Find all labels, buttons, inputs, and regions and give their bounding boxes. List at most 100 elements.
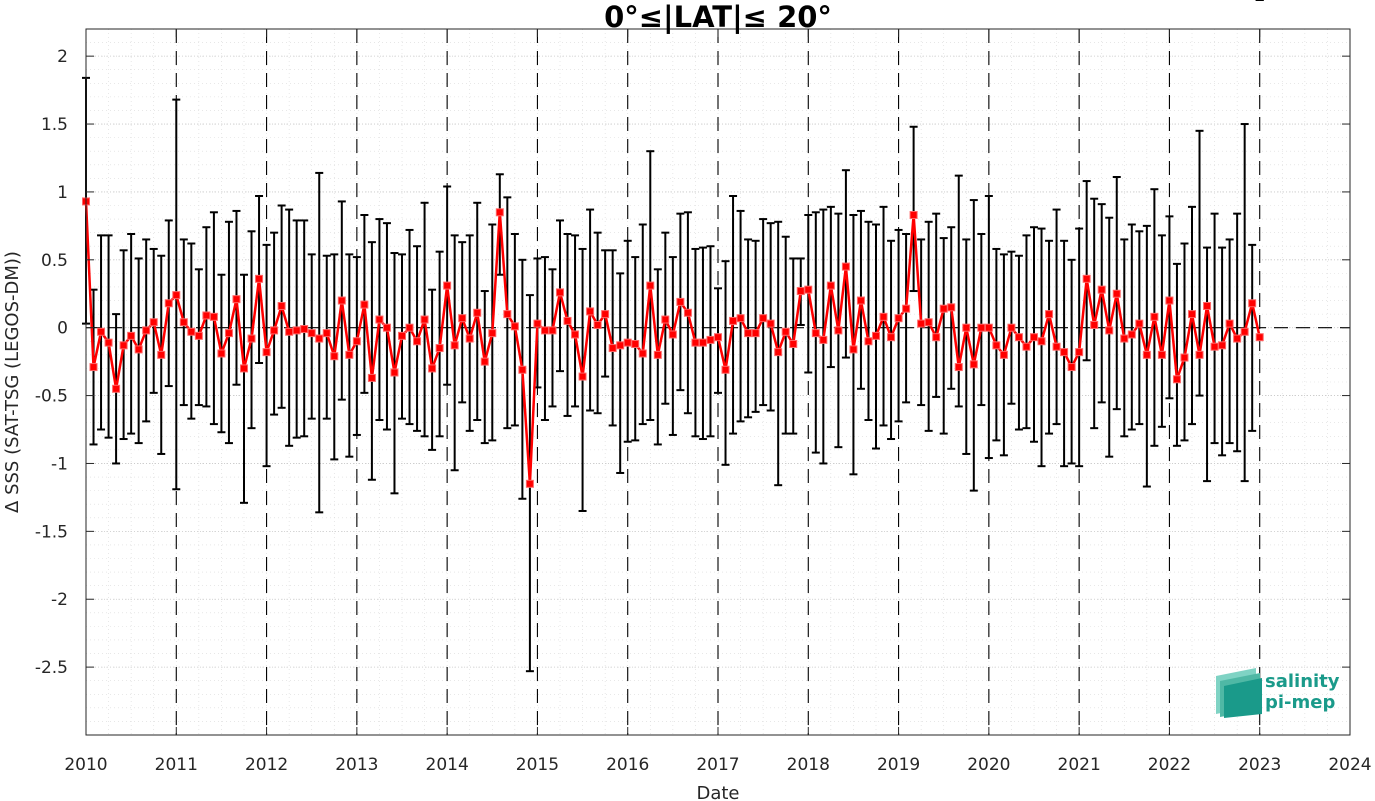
x-tick-label: 2011 <box>155 755 198 775</box>
data-point-marker <box>367 373 376 382</box>
x-tick-label: 2012 <box>245 755 288 775</box>
data-point-marker <box>676 297 685 306</box>
data-point-marker <box>1030 333 1038 342</box>
data-point-marker <box>224 329 233 338</box>
data-point-marker <box>661 315 670 324</box>
data-point-marker <box>977 323 986 332</box>
data-point-marker <box>1195 350 1204 359</box>
data-point-marker <box>112 384 121 393</box>
data-point-marker <box>1210 342 1219 351</box>
chart-title: 0°≤|LAT|≤ 20° <box>604 0 832 34</box>
data-point-marker <box>255 274 264 283</box>
data-point-marker <box>548 326 557 335</box>
x-tick-label: 2023 <box>1238 755 1281 775</box>
data-point-marker <box>232 295 241 304</box>
data-point-marker <box>194 331 203 340</box>
data-point-marker <box>608 344 617 353</box>
salinity-pi-mep-logo: salinity pi-mep <box>1216 668 1340 718</box>
y-tick-label: 1.5 <box>41 115 68 135</box>
data-point-marker <box>1233 334 1242 343</box>
data-point-marker <box>1150 312 1159 321</box>
data-point-marker <box>691 338 700 347</box>
x-tick-label: 2013 <box>335 755 378 775</box>
data-point-marker <box>149 318 158 327</box>
data-point-marker <box>172 291 181 300</box>
x-tick-label: 2015 <box>516 755 559 775</box>
data-point-marker <box>480 357 489 366</box>
data-point-marker <box>954 363 963 372</box>
data-point-marker <box>751 329 760 338</box>
data-point-marker <box>999 350 1008 359</box>
data-point-marker <box>1120 334 1129 343</box>
data-point-marker <box>759 314 768 323</box>
data-point-marker <box>352 337 361 346</box>
data-point-marker <box>849 345 858 354</box>
data-point-marker <box>292 326 301 335</box>
data-point-marker <box>1172 375 1181 384</box>
x-tick-label: 2018 <box>787 755 830 775</box>
data-point-marker <box>217 349 226 358</box>
data-point-marker <box>525 479 534 488</box>
data-point-marker <box>97 327 106 336</box>
data-point-marker <box>458 314 467 323</box>
data-point-marker <box>322 329 331 338</box>
data-point-marker <box>864 337 873 346</box>
data-point-marker <box>1240 327 1249 336</box>
data-point-marker <box>924 318 933 327</box>
data-point-marker <box>721 365 730 374</box>
data-point-marker <box>443 281 452 290</box>
data-point-marker <box>1045 310 1054 319</box>
data-point-marker <box>571 330 580 339</box>
data-point-marker <box>736 314 745 323</box>
data-point-marker <box>1255 333 1264 342</box>
x-tick-label: 2020 <box>967 755 1010 775</box>
y-axis-tick-labels: 2 1.5 1 0.5 0 -0.5 -1 -1.5 -2 -2.5 <box>35 47 68 678</box>
data-point-marker <box>1127 330 1136 339</box>
data-point-marker <box>811 329 820 338</box>
data-point-marker <box>488 329 497 338</box>
data-point-marker <box>774 348 783 357</box>
data-point-marker <box>375 315 384 324</box>
series-markers <box>82 197 1264 488</box>
data-point-marker <box>360 300 369 309</box>
data-point-marker <box>1052 342 1061 351</box>
data-point-marker <box>984 323 993 332</box>
data-point-marker <box>503 310 512 319</box>
x-tick-label: 2017 <box>696 755 739 775</box>
logo-text-pi-mep: pi-mep <box>1265 692 1335 713</box>
data-point-marker <box>872 331 880 340</box>
data-point-marker <box>337 296 346 305</box>
data-point-marker <box>209 312 218 321</box>
data-point-marker <box>668 330 677 339</box>
data-point-marker <box>1075 348 1084 357</box>
data-point-marker <box>428 364 437 373</box>
x-axis-tick-labels: 2010 2011 2012 2013 2014 2015 2016 2017 2018 2019… <box>64 755 1371 775</box>
data-point-marker <box>285 327 294 336</box>
data-point-marker <box>1203 301 1212 310</box>
data-point-marker <box>616 341 625 350</box>
data-point-marker <box>240 364 248 373</box>
data-point-marker <box>879 312 888 321</box>
data-point-marker <box>382 323 391 332</box>
data-point-marker <box>413 337 422 346</box>
x-tick-label: 2024 <box>1328 755 1371 775</box>
data-point-marker <box>969 360 978 369</box>
data-point-marker <box>939 304 948 313</box>
data-point-marker <box>1157 350 1166 359</box>
data-point-marker <box>187 327 196 336</box>
data-point-marker <box>601 310 610 319</box>
data-point-marker <box>164 299 173 308</box>
data-point-marker <box>435 344 444 353</box>
data-point-marker <box>563 316 572 325</box>
data-point-marker <box>556 288 564 297</box>
data-point-marker <box>345 350 354 359</box>
data-point-marker <box>1135 319 1144 328</box>
data-point-marker <box>992 341 1001 350</box>
data-point-marker <box>917 319 926 328</box>
data-point-marker <box>796 287 805 296</box>
data-point-marker <box>819 335 828 344</box>
data-point-marker <box>1022 342 1031 351</box>
data-point-marker <box>1105 326 1114 335</box>
data-point-marker <box>766 319 775 328</box>
data-point-marker <box>1037 337 1046 346</box>
